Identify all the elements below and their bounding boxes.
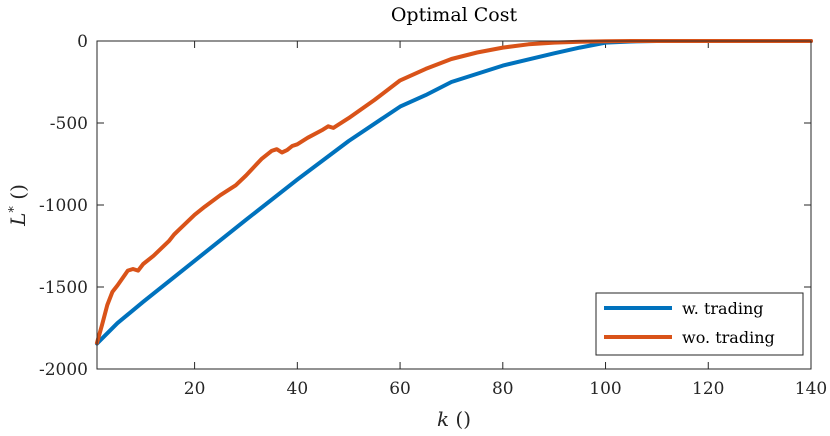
x-tick-label: 20 (184, 379, 206, 399)
y-tick-label: -500 (50, 114, 88, 134)
x-tick-label: 60 (389, 379, 411, 399)
x-tick-label: 120 (692, 379, 724, 399)
y-tick-label: -2000 (39, 360, 88, 380)
series-line-wo-trading (95, 39, 813, 345)
x-tick-label: 100 (589, 379, 621, 399)
chart-title: Optimal Cost (391, 4, 518, 26)
y-tick-label: 0 (77, 32, 88, 52)
x-axis-ticks: 20 40 60 80 100 120 140 (184, 41, 827, 399)
legend-box (595, 292, 804, 356)
legend-label-wo-trading: wo. trading (682, 328, 775, 347)
legend-label-w-trading: w. trading (682, 299, 764, 318)
x-axis-title: k () (437, 407, 471, 431)
x-axis-variable: k (437, 407, 449, 431)
x-tick-label: 140 (795, 379, 827, 399)
y-tick-label: -1500 (39, 278, 88, 298)
y-axis-ticks: 0 -500 -1000 -1500 -2000 (39, 32, 811, 380)
x-tick-label: 80 (492, 379, 514, 399)
y-axis-title: L* () (6, 184, 30, 227)
y-axis-superscript: * (7, 206, 22, 213)
x-tick-label: 40 (287, 379, 309, 399)
y-axis-variable: L (6, 213, 30, 227)
y-axis-unit: () (6, 184, 30, 206)
x-axis-unit: () (449, 407, 471, 431)
y-tick-label: -1000 (39, 196, 88, 216)
plot-frame (96, 40, 812, 370)
legend: w. trading wo. trading (595, 292, 804, 356)
